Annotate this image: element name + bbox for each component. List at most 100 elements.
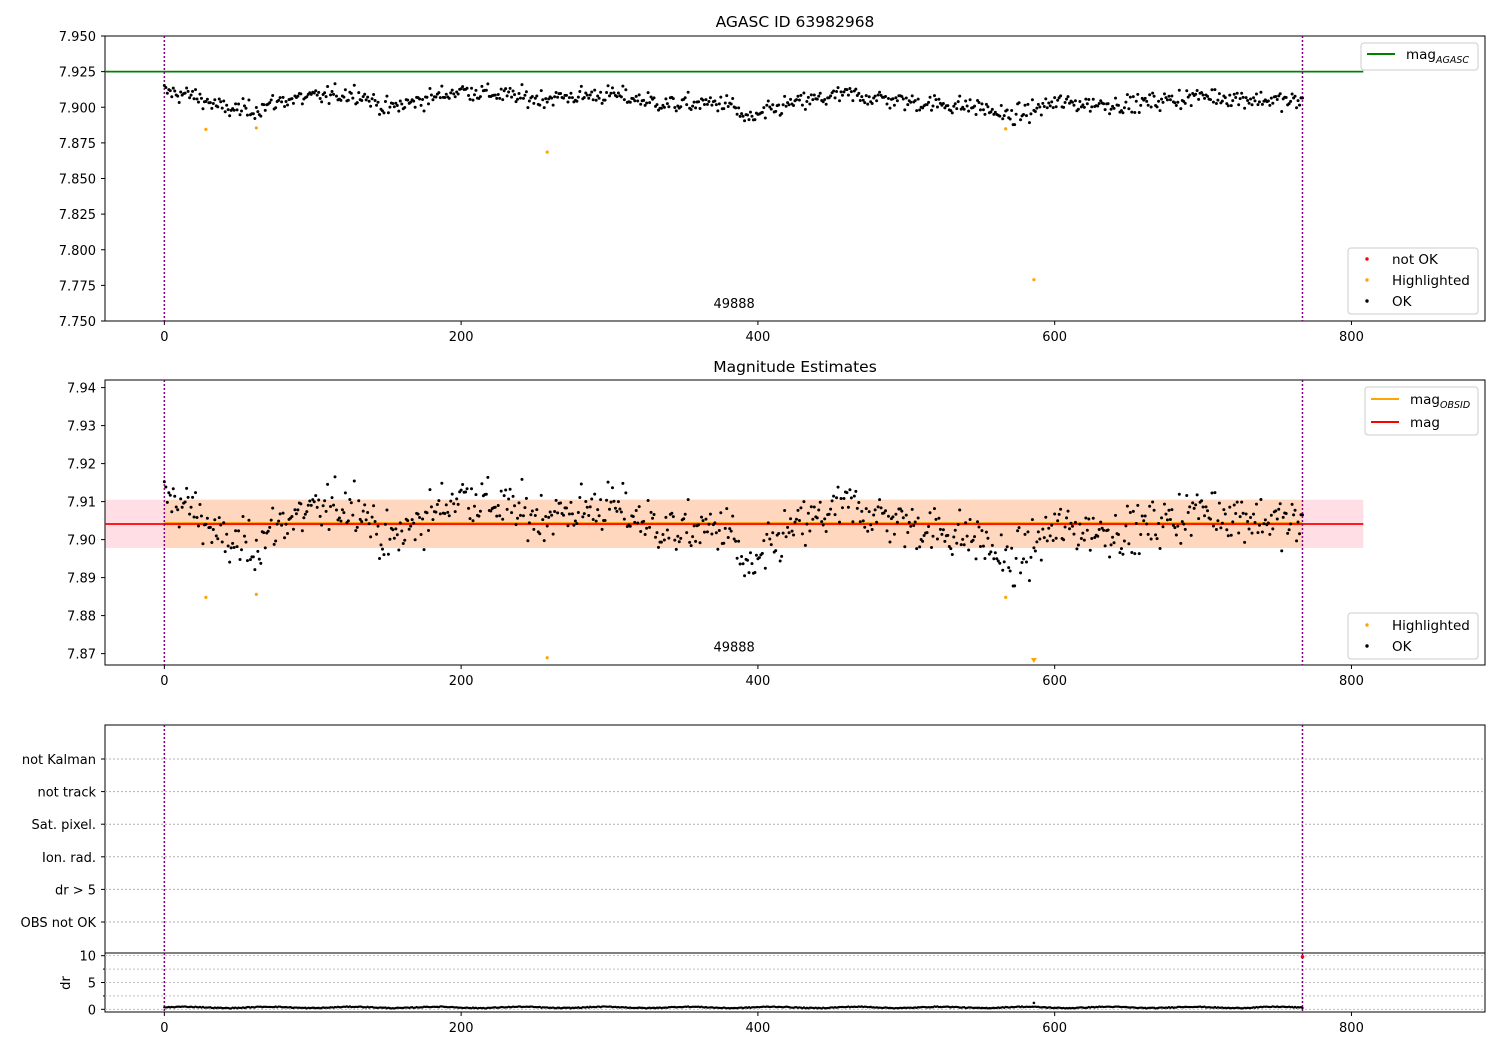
ok-point xyxy=(685,531,689,535)
ok-point xyxy=(272,542,276,546)
y-tick-label: 0 xyxy=(88,1003,96,1018)
ok-point xyxy=(794,98,798,102)
flags-panel: not Kalman not track Sat. pixel. Ion. rad. d… xyxy=(21,724,1486,954)
ok-point xyxy=(421,517,425,521)
ok-point xyxy=(1030,518,1034,522)
ok-point xyxy=(530,509,534,513)
ok-point xyxy=(1133,552,1137,556)
ok-point xyxy=(1161,100,1165,104)
ok-point xyxy=(1229,104,1233,108)
ok-point xyxy=(443,511,447,515)
ok-point xyxy=(1001,117,1005,121)
ok-point xyxy=(426,529,430,533)
ok-point xyxy=(406,98,410,102)
ok-point xyxy=(1259,498,1263,502)
ok-point xyxy=(431,518,435,522)
ok-point xyxy=(505,94,509,98)
ok-point xyxy=(840,93,844,97)
ok-point xyxy=(554,498,558,502)
ok-point xyxy=(315,505,319,509)
ok-point xyxy=(1087,517,1091,521)
ok-point xyxy=(1026,530,1030,534)
x-tick-label: 800 xyxy=(1339,330,1364,345)
ok-point xyxy=(456,92,460,96)
ok-point xyxy=(1220,521,1224,525)
ok-point xyxy=(719,95,723,99)
ok-point xyxy=(222,521,226,525)
ok-point xyxy=(453,510,457,514)
ok-point xyxy=(618,507,622,511)
ok-point xyxy=(1173,101,1177,105)
ok-point xyxy=(391,102,395,106)
ok-point xyxy=(958,508,962,512)
ok-point xyxy=(517,501,521,505)
ok-point xyxy=(1287,102,1291,106)
ok-point xyxy=(219,100,223,104)
ok-point xyxy=(642,519,646,523)
highlighted-point xyxy=(254,126,258,130)
ok-point xyxy=(1059,94,1063,98)
ok-point xyxy=(437,499,441,503)
ok-point xyxy=(734,106,738,110)
ok-point xyxy=(244,540,248,544)
ok-point xyxy=(1204,505,1208,509)
ok-point xyxy=(407,527,411,531)
ok-point xyxy=(464,490,468,494)
ok-point xyxy=(413,538,417,542)
ok-point xyxy=(609,500,613,504)
ok-point xyxy=(748,551,752,555)
ok-point xyxy=(251,555,255,559)
ok-point xyxy=(508,487,512,491)
ok-point xyxy=(1065,516,1069,520)
ok-point xyxy=(1016,529,1020,533)
obsid-annotation: 49888 xyxy=(713,297,754,312)
ok-point xyxy=(594,519,598,523)
ok-point xyxy=(967,548,971,552)
ok-point xyxy=(1002,560,1006,564)
ok-point xyxy=(1014,556,1018,560)
ok-point xyxy=(974,112,978,116)
ok-point xyxy=(636,99,640,103)
ok-point xyxy=(915,547,919,551)
ok-point xyxy=(373,98,377,102)
ok-point xyxy=(978,108,982,112)
ok-point xyxy=(1223,96,1227,100)
y-tick-label: 7.775 xyxy=(59,279,96,294)
ok-point xyxy=(1079,536,1083,540)
ok-point xyxy=(553,509,557,513)
out-of-range-marker xyxy=(1030,658,1037,663)
ok-point xyxy=(280,523,284,527)
ok-point xyxy=(741,114,745,118)
ok-point xyxy=(1186,510,1190,514)
ok-point xyxy=(340,508,344,512)
ok-point xyxy=(1054,105,1058,109)
ok-point xyxy=(1271,527,1275,531)
ok-point xyxy=(194,88,198,92)
ok-point xyxy=(1151,91,1155,95)
ok-point xyxy=(842,90,846,94)
ok-point xyxy=(204,522,208,526)
ok-point xyxy=(1232,92,1236,96)
plot-frame xyxy=(104,35,1486,322)
ok-point xyxy=(370,97,374,101)
ok-point xyxy=(793,520,797,524)
ok-point xyxy=(520,83,524,87)
ok-point xyxy=(1244,96,1248,100)
ok-point xyxy=(299,92,303,96)
ok-point xyxy=(1124,100,1128,104)
ok-point xyxy=(1275,517,1279,521)
ok-point xyxy=(688,540,692,544)
highlighted-point xyxy=(545,150,549,154)
ok-point xyxy=(398,99,402,103)
ok-point xyxy=(459,488,463,492)
ok-point xyxy=(1277,94,1281,98)
ok-point xyxy=(848,87,852,91)
ok-point xyxy=(717,529,721,533)
ok-point xyxy=(409,524,413,528)
ok-point xyxy=(1013,123,1017,127)
ok-point xyxy=(1254,92,1258,96)
ok-point xyxy=(1180,520,1184,524)
ok-point xyxy=(1070,524,1074,528)
ok-point xyxy=(903,545,907,549)
ok-point xyxy=(1131,509,1135,513)
